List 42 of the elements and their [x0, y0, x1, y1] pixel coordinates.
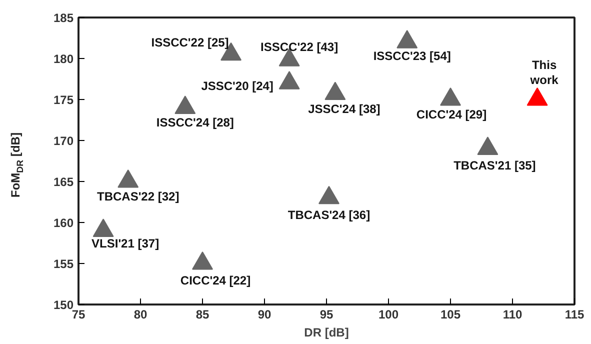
- x-tick-label: 75: [72, 308, 86, 322]
- y-tick-label: 175: [53, 93, 74, 107]
- annotation: JSSC'20 [24]: [201, 79, 274, 94]
- point: [396, 30, 418, 48]
- annotation: ISSCC'22 [25]: [151, 35, 229, 50]
- annotation: This work: [529, 58, 559, 88]
- point: [174, 96, 196, 114]
- x-tick-label: 115: [564, 308, 585, 322]
- y-tick-label: 165: [53, 175, 74, 189]
- point: [324, 82, 346, 100]
- point: [318, 186, 340, 204]
- x-tick-label: 90: [258, 308, 272, 322]
- x-tick-label: 105: [440, 308, 461, 322]
- y-tick-label: 185: [53, 11, 74, 25]
- point: [440, 87, 461, 106]
- annotation: CICC'24 [29]: [416, 108, 487, 122]
- y-tick-label: 170: [53, 134, 74, 148]
- annotation: ISSCC'23 [54]: [373, 49, 451, 64]
- annotation: TBCAS'21 [35]: [454, 158, 536, 173]
- x-tick-label: 95: [320, 308, 334, 322]
- y-tick-label: 180: [53, 52, 74, 66]
- point: [118, 169, 139, 188]
- annotation: ISSCC'24 [28]: [156, 116, 234, 130]
- annotation: VLSI'21 [37]: [92, 236, 160, 251]
- x-tick-label: 85: [196, 308, 210, 322]
- annotation: JSSC'24 [38]: [308, 102, 380, 116]
- annotation: CICC'24 [22]: [180, 274, 251, 288]
- point: [526, 87, 548, 106]
- x-tick-label: 110: [502, 308, 523, 322]
- point: [477, 136, 498, 155]
- point: [92, 218, 114, 237]
- annotation: ISSCC'22 [43]: [260, 40, 338, 54]
- annotation: TBCAS'24 [36]: [288, 208, 370, 222]
- annotation: TBCAS'22 [32]: [96, 190, 180, 204]
- y-tick-label: 155: [53, 257, 74, 271]
- x-axis-title: DR [dB]: [304, 326, 349, 340]
- point: [278, 71, 300, 90]
- point: [192, 251, 213, 270]
- x-tick-label: 100: [378, 308, 399, 322]
- y-tick-label: 160: [53, 216, 74, 230]
- x-tick-label: 80: [134, 308, 148, 322]
- y-tick-label: 150: [53, 298, 74, 312]
